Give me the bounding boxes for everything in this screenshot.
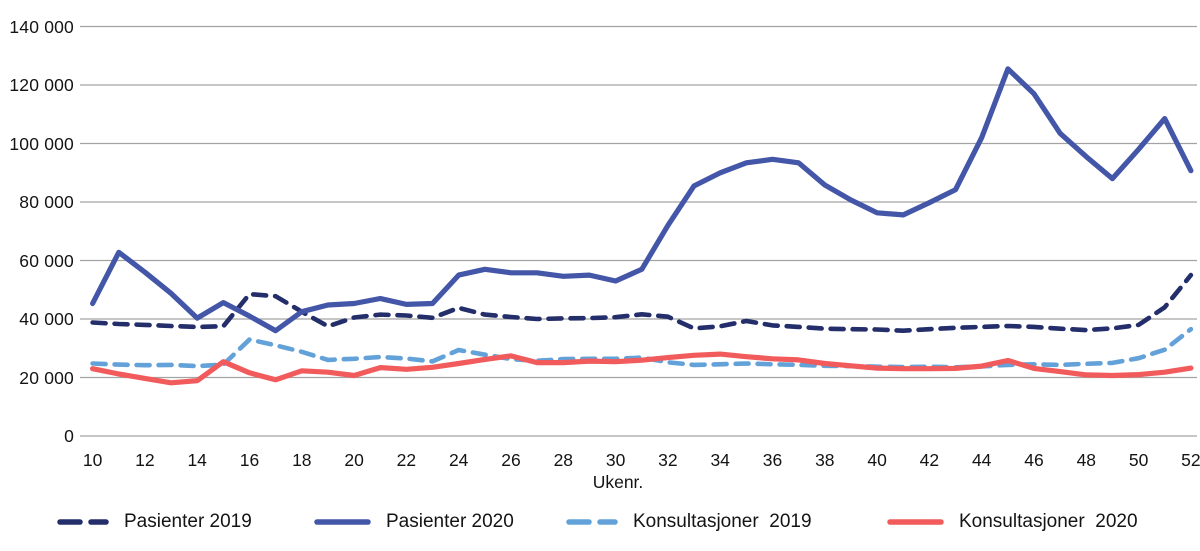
series-lines bbox=[89, 66, 1194, 386]
y-tick-label: 120 000 bbox=[9, 75, 74, 95]
x-tick-label: 28 bbox=[553, 450, 574, 470]
x-tick-label: 16 bbox=[239, 450, 260, 470]
x-tick-label: 24 bbox=[448, 450, 469, 470]
y-tick-label: 20 000 bbox=[19, 367, 74, 388]
x-tick-label: 44 bbox=[971, 450, 992, 470]
x-tick-label: 18 bbox=[292, 450, 312, 470]
y-tick-label: 80 000 bbox=[19, 192, 74, 212]
x-tick-label: 32 bbox=[658, 450, 678, 470]
y-tick-label: 0 bbox=[64, 426, 74, 446]
x-tick-label: 48 bbox=[1076, 450, 1097, 470]
x-tick-label: 34 bbox=[710, 450, 730, 470]
x-tick-label: 14 bbox=[187, 450, 207, 470]
x-tick-label: 12 bbox=[135, 450, 155, 470]
x-axis-title: Ukenr. bbox=[592, 472, 644, 492]
y-tick-label: 140 000 bbox=[9, 16, 74, 37]
x-tick-label: 40 bbox=[867, 450, 887, 470]
x-tick-label: 20 bbox=[344, 450, 364, 470]
series-line-pasienter-2019 bbox=[90, 272, 1194, 334]
x-tick-label: 42 bbox=[919, 450, 940, 470]
x-tick-label: 46 bbox=[1024, 450, 1044, 470]
series-line-konsultasjoner-2020 bbox=[89, 351, 1194, 386]
x-tick-label: 50 bbox=[1128, 450, 1149, 470]
x-tick-label: 26 bbox=[501, 450, 521, 470]
x-tick-label: 22 bbox=[396, 450, 417, 470]
series-line-pasienter-2020 bbox=[89, 66, 1194, 334]
x-tick-label: 38 bbox=[815, 450, 835, 470]
x-tick-label: 30 bbox=[605, 450, 626, 470]
x-tick-label: 10 bbox=[82, 450, 103, 470]
y-tick-label: 100 000 bbox=[9, 133, 74, 154]
x-tick-label: 52 bbox=[1181, 450, 1200, 470]
y-tick-label: 40 000 bbox=[19, 309, 74, 329]
y-tick-label: 60 000 bbox=[19, 250, 74, 271]
x-tick-label: 36 bbox=[762, 450, 783, 470]
series-line-konsultasjoner-2019 bbox=[90, 326, 1194, 370]
